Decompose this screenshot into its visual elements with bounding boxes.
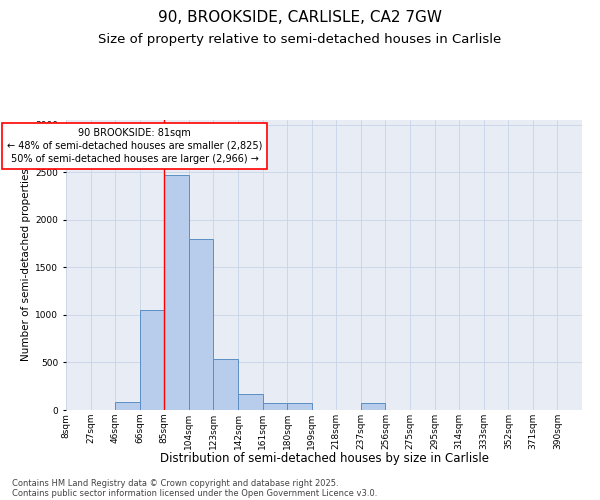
Text: Contains HM Land Registry data © Crown copyright and database right 2025.: Contains HM Land Registry data © Crown c…	[12, 478, 338, 488]
Text: Size of property relative to semi-detached houses in Carlisle: Size of property relative to semi-detach…	[98, 32, 502, 46]
X-axis label: Distribution of semi-detached houses by size in Carlisle: Distribution of semi-detached houses by …	[160, 452, 488, 465]
Text: 90 BROOKSIDE: 81sqm
← 48% of semi-detached houses are smaller (2,825)
50% of sem: 90 BROOKSIDE: 81sqm ← 48% of semi-detach…	[7, 128, 262, 164]
Bar	[361, 404, 385, 410]
Bar	[164, 174, 189, 410]
Bar	[115, 402, 140, 410]
Y-axis label: Number of semi-detached properties: Number of semi-detached properties	[21, 168, 31, 362]
Bar	[238, 394, 263, 410]
Bar	[140, 310, 164, 410]
Bar	[263, 404, 287, 410]
Text: 90, BROOKSIDE, CARLISLE, CA2 7GW: 90, BROOKSIDE, CARLISLE, CA2 7GW	[158, 10, 442, 25]
Bar	[214, 358, 238, 410]
Text: Contains public sector information licensed under the Open Government Licence v3: Contains public sector information licen…	[12, 488, 377, 498]
Bar	[287, 404, 312, 410]
Bar	[189, 239, 214, 410]
